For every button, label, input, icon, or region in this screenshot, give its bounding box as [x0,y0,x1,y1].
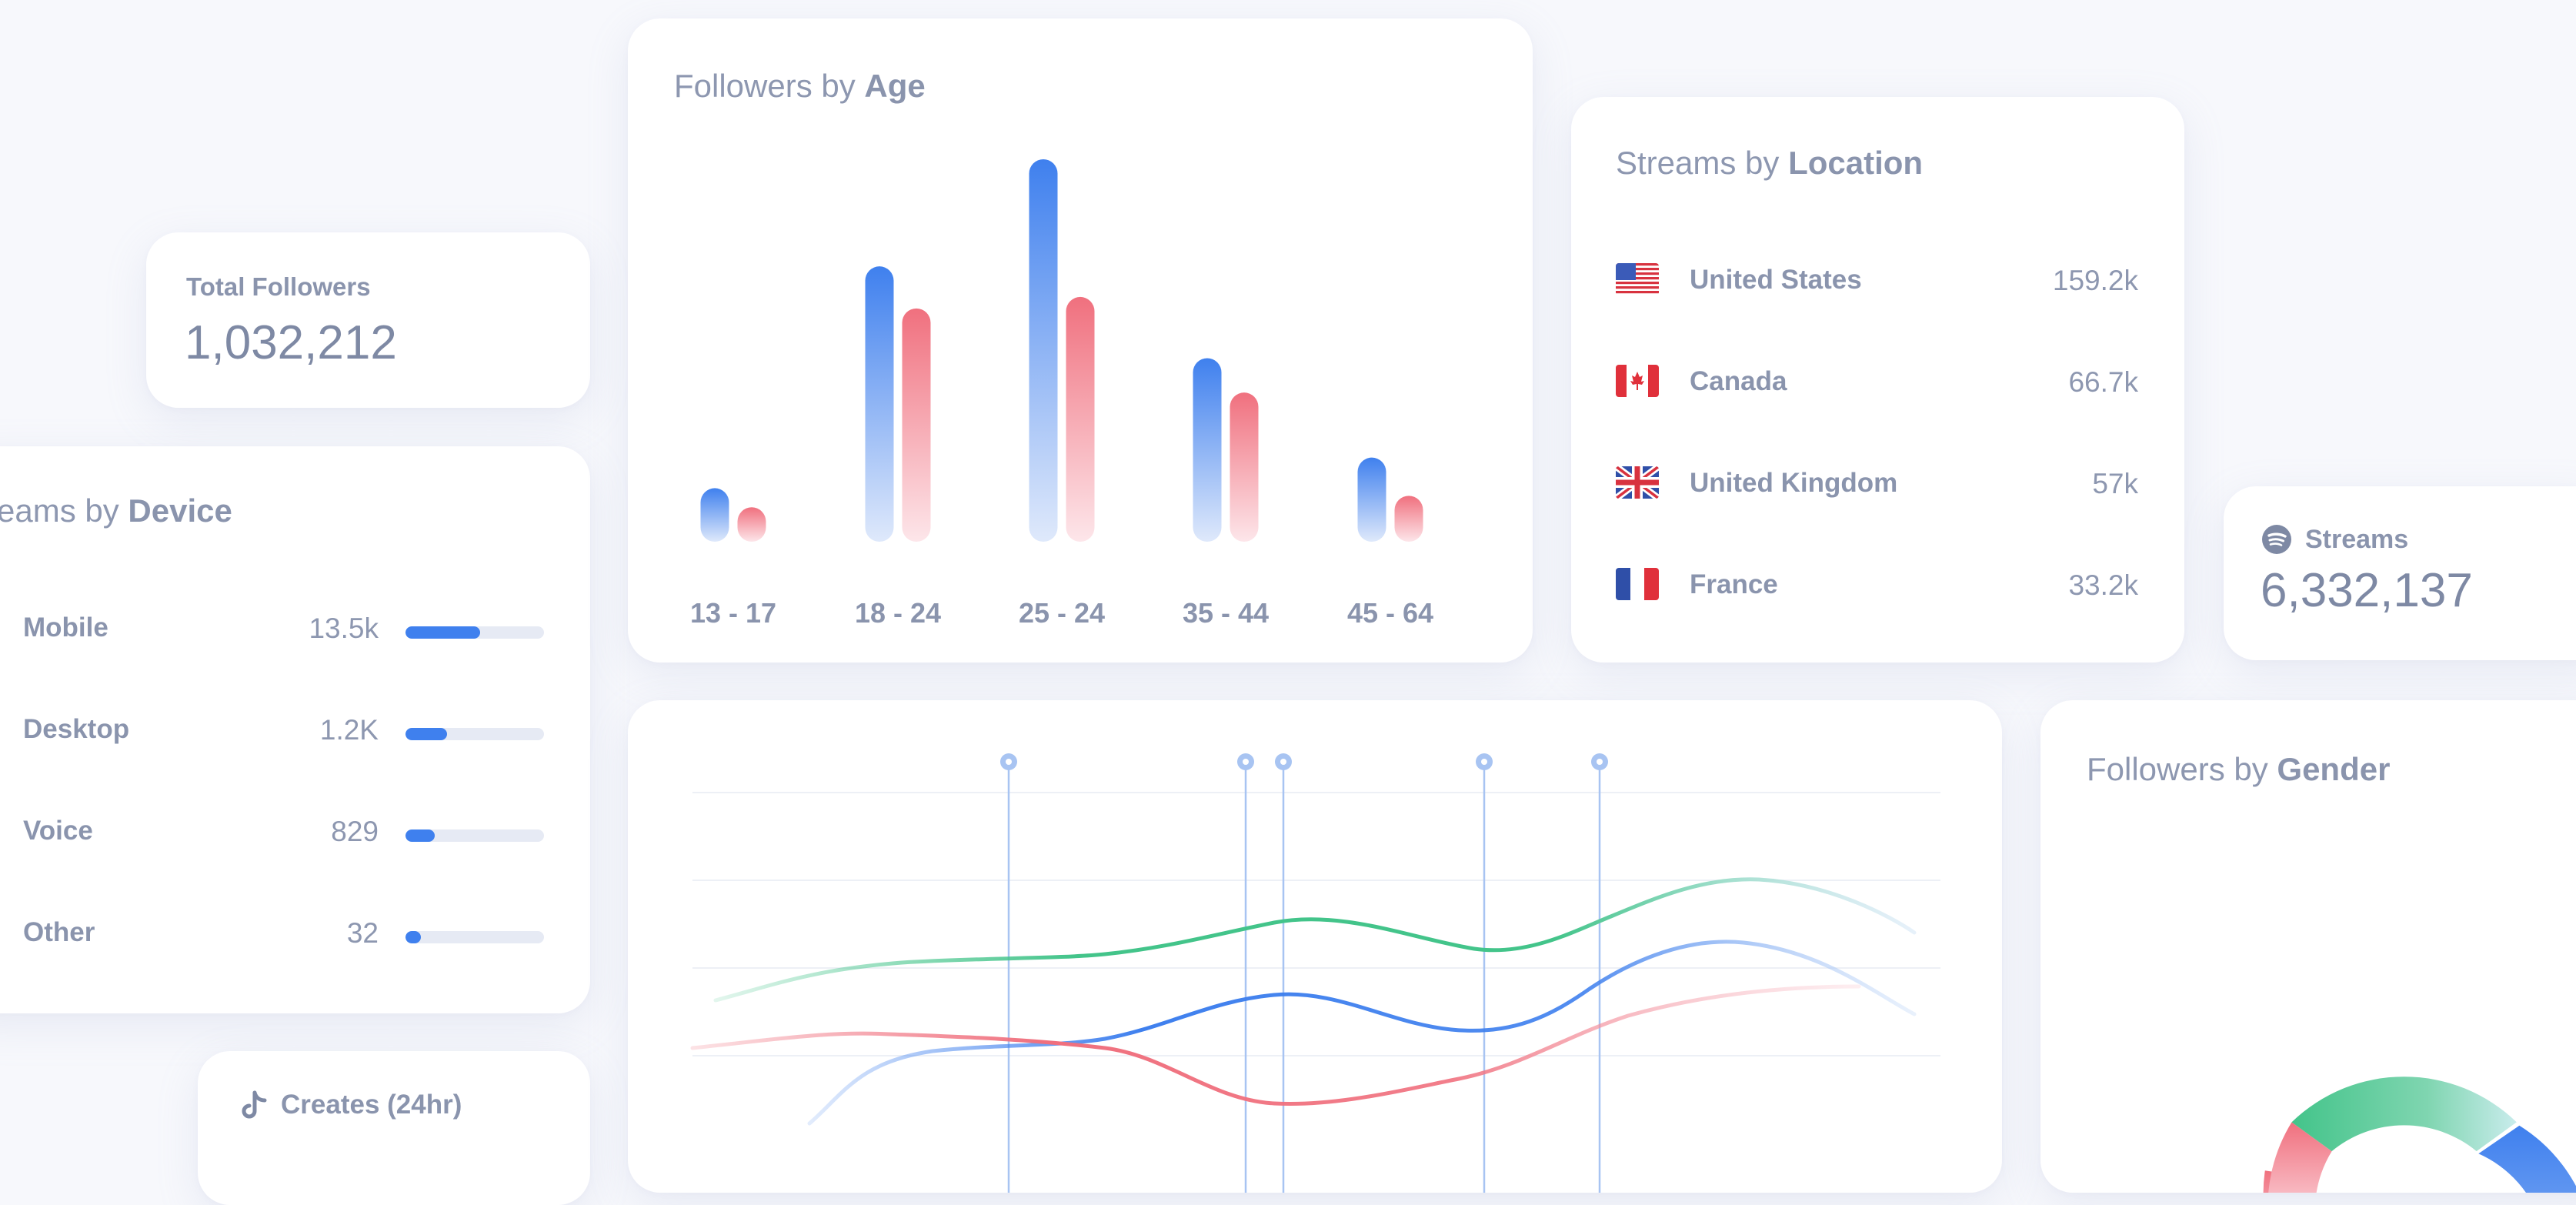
canada-flag-icon [1616,365,1659,397]
age-title-bold: Age [864,68,926,104]
location-value: 159.2k [2052,265,2138,296]
creates-label: Creates (24hr) [281,1090,462,1120]
event-marker[interactable] [1591,753,1608,1193]
age-bar-series2-2[interactable] [902,308,931,542]
device-card-title: eams by Device [0,492,232,529]
age-card-title: Followers by Age [674,68,926,105]
age-title-prefix: Followers by [674,68,865,104]
age-bar-series2-1[interactable] [737,507,766,542]
gender-card-title: Followers by Gender [2087,751,2390,788]
age-category-label: 18 - 24 [854,597,942,629]
age-bar-series2-4[interactable] [1230,392,1259,542]
location-card-title: Streams by Location [1616,145,1923,182]
device-progress-fill [405,931,421,943]
device-value: 829 [331,816,379,847]
age-bar-series2-3[interactable] [1066,296,1095,542]
device-title-bold: Device [128,492,232,529]
spotify-icon [2262,525,2291,558]
blue-series-line [807,940,1917,1126]
us-flag-icon [1616,263,1659,295]
location-title-bold: Location [1788,145,1924,181]
age-bar-series1-5[interactable] [1357,457,1386,542]
gender-donut-chart [2263,1076,2576,1193]
device-progress-bar [405,931,544,943]
streams-line-chart [690,753,1940,1193]
total-followers-card: Total Followers 1,032,212 [146,232,590,408]
device-value: 13.5k [309,613,379,644]
device-progress-fill [405,829,435,842]
age-category-label: 25 - 24 [1018,597,1106,629]
followers-by-gender-card: Followers by Gender [2040,700,2576,1193]
age-category-label: 13 - 17 [689,597,777,629]
device-value: 1.2K [319,714,379,746]
device-label-voice: Voice [23,816,93,846]
gender-title-prefix: Followers by [2087,751,2277,787]
age-bar-series1-1[interactable] [700,488,729,542]
event-marker[interactable] [1000,753,1017,1193]
device-progress-bar [405,829,544,842]
age-bar-series1-4[interactable] [1193,358,1222,542]
location-value: 57k [2092,468,2138,499]
device-progress-bar [405,626,544,639]
streams-by-device-card: eams by Device Mobile 13.5k Desktop 1.2K Voi… [0,446,590,1013]
streams-line-chart-card [628,700,2002,1193]
streams-card: Streams 6,332,137 [2224,486,2576,660]
event-marker[interactable] [1275,753,1292,1193]
age-bar-series2-5[interactable] [1394,496,1423,542]
location-country: Canada [1690,366,1787,396]
tiktok-icon [241,1090,267,1124]
gender-segment-nonbinary[interactable] [2291,1076,2517,1152]
age-bar-series1-2[interactable] [865,266,894,542]
age-bar-series1-3[interactable] [1029,159,1058,542]
device-progress-fill [405,728,447,740]
device-label-other: Other [23,917,95,947]
device-progress-fill [405,626,480,639]
location-country: United States [1690,265,1862,295]
total-followers-value: 1,032,212 [185,316,397,369]
total-followers-label: Total Followers [186,272,371,301]
green-series-line [713,877,1917,1003]
age-category-label: 35 - 44 [1182,597,1270,629]
device-title-prefix: eams by [0,492,128,529]
pink-series-line [690,984,1861,1106]
streams-by-location-card: Streams by Location United States 159.2k C… [1571,97,2184,663]
france-flag-icon [1616,568,1659,600]
uk-flag-icon [1616,466,1659,499]
location-value: 33.2k [2068,569,2138,601]
location-country: United Kingdom [1690,468,1898,498]
creates-card: Creates (24hr) [198,1051,590,1205]
device-value: 32 [346,917,379,949]
device-progress-bar [405,728,544,740]
followers-by-age-card: Followers by Age 13 - 17 18 - 24 25 - 24 35… [628,18,1533,663]
streams-value: 6,332,137 [2261,564,2473,617]
location-title-prefix: Streams by [1616,145,1789,181]
event-markers [1000,753,1608,1193]
device-label-mobile: Mobile [23,613,108,643]
event-marker[interactable] [1476,753,1493,1193]
age-category-label: 45 - 64 [1346,597,1434,629]
event-marker[interactable] [1237,753,1254,1193]
location-country: France [1690,569,1778,599]
grid-lines [692,792,1940,1056]
streams-label: Streams [2305,525,2409,554]
gender-title-bold: Gender [2277,751,2391,787]
device-label-desktop: Desktop [23,714,130,744]
age-bar-chart [700,159,1423,542]
location-value: 66.7k [2068,366,2138,398]
